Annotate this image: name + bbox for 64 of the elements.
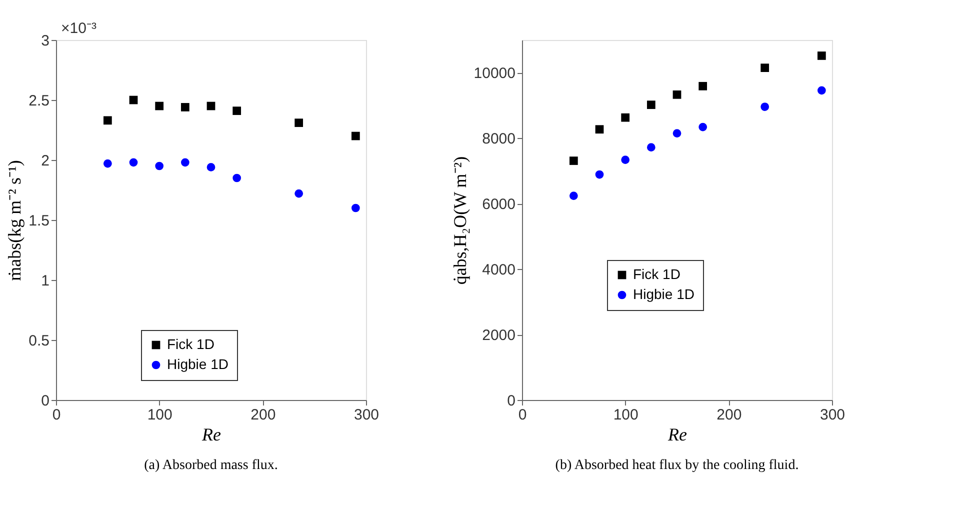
point [155,102,164,110]
x-tick-label: 0 [518,406,527,424]
y-tick-label: 0.5 [28,332,50,350]
y-tick-label: 0 [41,392,50,410]
point [129,96,138,104]
legend-label: Fick 1D [167,336,214,352]
point [760,102,770,111]
y-tick-label: 4000 [482,262,516,279]
point [294,189,304,198]
x-tick-label: 300 [354,406,380,424]
y-tick-label: 0 [507,392,516,410]
x-tick-label: 100 [613,406,638,424]
point [180,158,190,167]
point [595,170,604,179]
point [294,118,304,127]
y-tick-label: 1.5 [28,212,50,230]
point [569,192,578,200]
y-axis-title: ṁabs(kg m⁻² s⁻¹) [4,160,25,281]
x-tick-label: 100 [147,406,172,424]
point [569,156,578,165]
point [646,100,656,109]
x-tick-label: 200 [716,406,742,424]
text: ×10⁻³ [61,20,96,37]
y-tick-label: 1 [41,272,50,290]
point [232,106,242,115]
point [232,174,242,182]
point [760,64,770,72]
point [155,162,164,170]
point [621,156,630,164]
point [206,102,216,110]
point [817,52,826,60]
x-tick-label: 0 [52,406,61,424]
point [698,122,708,132]
point [206,163,216,172]
y-tick-label: 2.5 [28,92,50,110]
point [621,113,630,122]
point [817,86,826,95]
text: (a) Absorbed mass flux. [144,458,278,473]
point [698,82,708,90]
x-tick-label: 200 [250,406,276,424]
point [351,132,360,140]
text: (b) Absorbed heat flux by the cooling fluid. [555,458,799,473]
x-axis-title: Re [667,424,688,444]
point [103,116,112,125]
point [103,159,112,168]
y-tick-label: 2 [41,152,50,170]
point [672,90,682,99]
legend-label: Higbie 1D [633,286,694,302]
point [595,125,604,134]
point [672,129,682,138]
y-tick-label: 6000 [482,196,516,214]
y-tick-label: 10000 [474,65,516,82]
point [646,143,656,152]
point [129,158,138,167]
y-tick-label: 2000 [482,327,516,344]
x-axis-title: Re [201,424,222,444]
y-tick-label: 3 [41,32,50,50]
legend-label: Higbie 1D [167,356,228,372]
x-tick-label: 300 [820,406,846,424]
y-axis-title: q̇abs,H₂O(W m⁻²) [450,156,470,285]
point [351,204,360,212]
y-tick-label: 8000 [482,130,516,148]
point [180,103,190,112]
legend-label: Fick 1D [633,266,680,282]
